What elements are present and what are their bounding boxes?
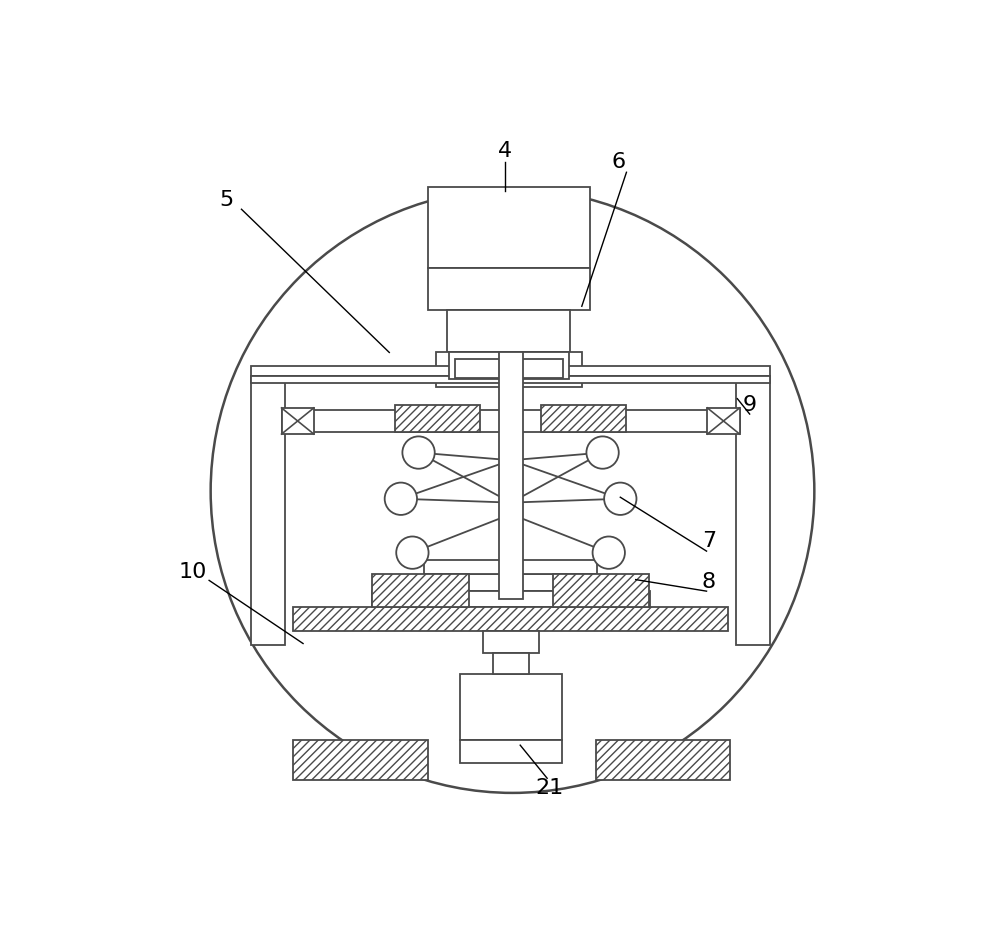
Circle shape: [211, 190, 814, 793]
Text: 9: 9: [743, 394, 757, 415]
Bar: [251, 375, 770, 383]
Bar: [282, 410, 740, 431]
Bar: [460, 739, 562, 763]
Bar: [447, 310, 570, 353]
Text: 10: 10: [179, 562, 207, 582]
Bar: [428, 267, 590, 310]
Bar: [395, 405, 480, 431]
Bar: [460, 674, 562, 739]
Bar: [483, 631, 539, 653]
Bar: [424, 560, 597, 574]
Bar: [499, 353, 523, 599]
Bar: [707, 408, 740, 434]
Circle shape: [402, 436, 435, 468]
Bar: [449, 353, 569, 379]
Text: 6: 6: [612, 152, 626, 172]
Circle shape: [385, 483, 417, 515]
Bar: [293, 739, 428, 780]
Text: 7: 7: [702, 531, 716, 551]
Text: 21: 21: [535, 777, 564, 797]
Bar: [436, 353, 582, 387]
Text: 5: 5: [219, 190, 233, 210]
Bar: [251, 366, 770, 375]
Text: 8: 8: [702, 572, 716, 592]
Bar: [282, 408, 314, 434]
Bar: [541, 405, 626, 431]
Bar: [372, 574, 469, 607]
Bar: [251, 375, 285, 645]
Bar: [596, 739, 730, 780]
Circle shape: [604, 483, 636, 515]
Circle shape: [593, 537, 625, 569]
Bar: [493, 653, 529, 674]
Bar: [293, 607, 728, 631]
Circle shape: [586, 436, 619, 468]
Bar: [428, 187, 590, 267]
Circle shape: [396, 537, 429, 569]
Bar: [553, 574, 649, 607]
Text: 4: 4: [498, 140, 512, 161]
Bar: [424, 574, 597, 592]
Bar: [372, 592, 650, 607]
Bar: [455, 358, 563, 378]
Bar: [736, 375, 770, 645]
